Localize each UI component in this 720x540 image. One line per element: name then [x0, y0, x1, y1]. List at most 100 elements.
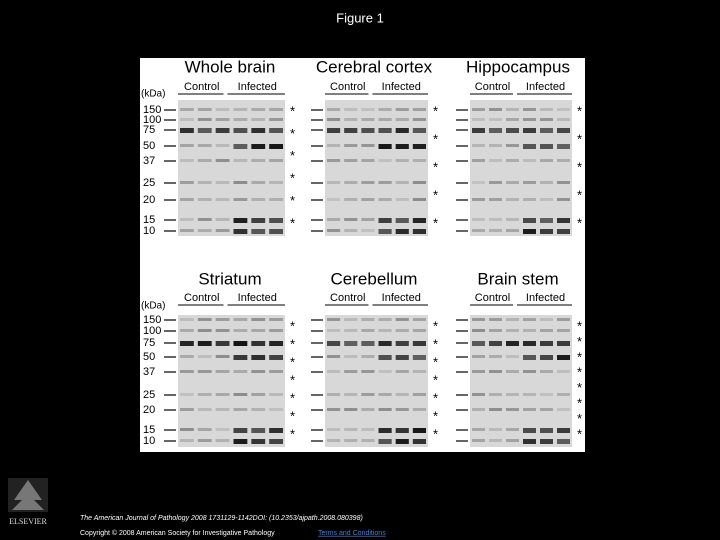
blot-band [472, 108, 485, 111]
blot-band [361, 439, 375, 442]
blot-band [378, 108, 392, 111]
logo-text: ELSEVIER [9, 517, 47, 526]
blot-band [395, 370, 409, 373]
kda-marker: 75 [143, 337, 155, 349]
blot-band [269, 355, 283, 360]
blot-band [251, 370, 266, 373]
blot-band [180, 439, 194, 442]
blot-band [197, 229, 212, 232]
blot-band [523, 198, 536, 201]
blot-band [412, 341, 426, 346]
blot-band [506, 341, 519, 346]
asterisk: * [290, 193, 295, 208]
panel-title: Cerebellum [331, 269, 418, 288]
blot-band [361, 229, 375, 232]
panel-title: Brain stem [477, 269, 558, 288]
asterisk: * [433, 103, 438, 118]
blot-band [251, 159, 266, 162]
blot-band [489, 229, 502, 232]
blot-band [361, 318, 375, 321]
blot-band [269, 108, 283, 111]
blot-band [557, 355, 570, 360]
blot-band [472, 229, 485, 232]
kda-marker: 20 [143, 194, 155, 206]
blot-band [327, 393, 341, 396]
blot-band [180, 393, 194, 396]
kda-marker: 37 [143, 366, 155, 378]
panel-title: Striatum [198, 269, 261, 288]
blot-band [506, 318, 519, 321]
blot-band [378, 128, 392, 133]
blot-band [523, 181, 536, 184]
blot-band [269, 329, 283, 332]
blot-band [557, 370, 570, 373]
blot-band [233, 355, 248, 360]
kda-marker: 100 [143, 325, 161, 337]
blot-band [395, 181, 409, 184]
blot-band [489, 355, 502, 358]
blot-band [489, 108, 502, 111]
lane-label: Infected [382, 81, 421, 93]
asterisk: * [577, 187, 582, 202]
kda-unit: (kDa) [141, 89, 165, 100]
blot-band [557, 329, 570, 332]
blot-band [197, 198, 212, 201]
blot [470, 100, 572, 236]
blot-band [412, 229, 426, 234]
blot-band [395, 439, 409, 444]
blot-band [540, 144, 553, 149]
blot-band [412, 128, 426, 133]
blot-band [506, 229, 519, 232]
blot-band [557, 318, 570, 321]
blot-band [251, 198, 266, 201]
blot-band [269, 408, 283, 411]
asterisk: * [290, 336, 295, 351]
blot-band [412, 159, 426, 162]
blot-band [251, 439, 266, 444]
blot-band [472, 218, 485, 221]
blot-band [197, 370, 212, 373]
blot-band [344, 198, 358, 201]
blot-band [197, 218, 212, 221]
blot-band [489, 439, 502, 442]
blot-band [344, 329, 358, 332]
blot-band [378, 370, 392, 373]
lane-label: Infected [526, 292, 565, 304]
blot-band [395, 108, 409, 111]
blot-band [215, 428, 230, 431]
blot-band [197, 144, 212, 147]
blot-band [557, 128, 570, 133]
blot-band [327, 329, 341, 332]
kda-marker: 20 [143, 404, 155, 416]
kda-marker: 50 [143, 140, 155, 152]
blot-band [361, 198, 375, 201]
blot [178, 315, 285, 447]
blot-band [180, 128, 194, 133]
blot-band [472, 428, 485, 431]
asterisk: * [577, 334, 582, 349]
terms-link[interactable]: Terms and Conditions [318, 530, 386, 537]
kda-marker: 75 [143, 124, 155, 136]
asterisk: * [577, 131, 582, 146]
blot-band [215, 229, 230, 232]
blot-band [557, 218, 570, 223]
blot-band [489, 329, 502, 332]
blot-band [233, 408, 248, 411]
blot-band [395, 341, 409, 346]
blot-band [197, 329, 212, 332]
blot-band [251, 355, 266, 360]
blot [470, 315, 572, 447]
blot-band [506, 118, 519, 121]
blot-band [233, 393, 248, 396]
blot [325, 315, 428, 447]
blot-band [523, 341, 536, 346]
blot-band [233, 428, 248, 433]
blot-band [395, 159, 409, 162]
blot-band [251, 318, 266, 321]
blot-band [557, 229, 570, 234]
asterisk: * [290, 426, 295, 441]
copyright: Copyright © 2008 American Society for In… [80, 529, 275, 537]
blot-band [472, 408, 485, 411]
blot-band [361, 218, 375, 221]
